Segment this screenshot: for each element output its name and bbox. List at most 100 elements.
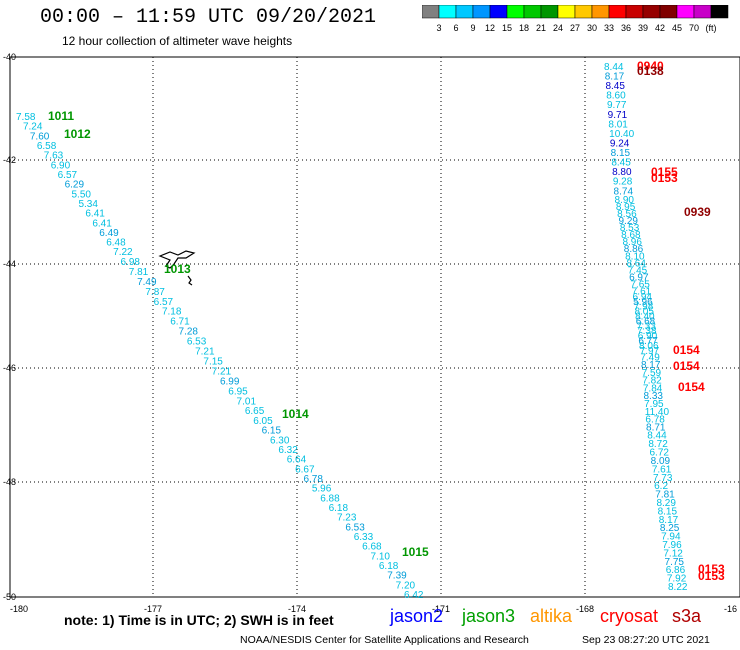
track-a-swh-value: 6.64	[287, 455, 307, 466]
longitude-label: -180	[10, 604, 28, 614]
track-b-swh-value: 6.78	[645, 415, 665, 426]
track-b-swh-value: 7.49	[640, 352, 660, 363]
track-b-swh-value: 7.45	[628, 265, 648, 276]
track-b-swh-value: 7.97	[640, 346, 660, 357]
track-b-swh-value: 7.95	[644, 399, 664, 410]
track-a-swh-value: 6.18	[329, 503, 349, 514]
track-b-swh-value: 7.33	[636, 321, 656, 332]
track-a-swh-value: 5.50	[72, 189, 92, 200]
track-a-swh-value: 6.15	[262, 426, 282, 437]
track-b-swh-value: 7.94	[661, 532, 681, 543]
track-a-swh-value: 6.65	[245, 406, 265, 417]
latitude-label: -44	[3, 259, 16, 269]
legend-swatch	[710, 5, 729, 19]
track-a-swh-value: 6.32	[278, 445, 298, 456]
page-title: 00:00 – 11:59 UTC 09/20/2021	[40, 6, 377, 29]
longitude-label: -177	[144, 604, 162, 614]
track-b-swh-value: 8.17	[641, 360, 661, 371]
track-a-swh-value: 7.60	[30, 131, 50, 142]
track-b-swh-value: 8.56	[617, 209, 637, 220]
track-a-swh-value: 6.57	[58, 170, 78, 181]
track-b-swh-value: 9.29	[619, 216, 639, 227]
track-a-swh-value: 7.20	[396, 580, 416, 591]
track-b-swh-value: 6.86	[666, 565, 686, 576]
generated-timestamp: Sep 23 08:27:20 UTC 2021	[582, 634, 710, 646]
longitude-label: -168	[576, 604, 594, 614]
track-a-swh-value: 6.78	[303, 474, 323, 485]
track-a-swh-value: 7.21	[195, 347, 215, 358]
track-a-swh-value: 7.15	[203, 356, 223, 367]
satellite-legend-s3a: s3a	[672, 606, 702, 626]
island-coastline	[158, 250, 196, 286]
track-a-swh-value: 6.99	[220, 376, 240, 387]
satellite-legend-cryosat: cryosat	[600, 606, 659, 626]
track-b-swh-value: 6.90	[638, 331, 658, 342]
track-a-time-label: 1012	[64, 127, 91, 141]
track-b-swh-value: 6.68	[636, 316, 656, 327]
track-b-swh-value: 8.22	[668, 582, 688, 593]
track-a-swh-value: 6.68	[362, 542, 382, 553]
legend-label: 42	[655, 23, 665, 33]
color-scale-legend: 3 6 9 12 15 18 21 24 27 30 33 36 39 42 45 70 (ft)	[422, 5, 729, 33]
track-b-swh-value: 7.92	[667, 574, 687, 585]
track-a-swh-value: 6.41	[92, 218, 112, 229]
track-a-swh-value: 6.42	[404, 590, 424, 601]
track-b-swh-value: 6.97	[629, 272, 649, 283]
track-a-swh-value: 6.53	[345, 522, 365, 533]
track-a-swh-value: 7.28	[179, 327, 199, 338]
satellite-legend-jason2: jason2	[390, 606, 444, 626]
legend-label: 18	[519, 23, 529, 33]
track-b-swh-value: 6.77	[638, 336, 658, 347]
track-a-swh-value: 6.53	[187, 337, 207, 348]
track-b-swh-value: 8.86	[624, 244, 644, 255]
track-b-swh-value: 8.33	[644, 391, 664, 402]
track-b-time-label: 0153	[651, 171, 678, 185]
track-b-swh-value: 8.71	[646, 422, 666, 433]
track-b-swh-value: 8.17	[605, 72, 625, 83]
track-a-swh-value: 7.21	[212, 366, 232, 377]
track-b-swh-value: 7.84	[643, 383, 663, 394]
track-b-swh-value: 8.60	[606, 91, 626, 102]
legend-label: 15	[502, 23, 512, 33]
track-a-swh-value: 6.98	[120, 257, 140, 268]
track-a-time-label: 1014	[282, 407, 309, 421]
track-b-swh-value: 7.59	[642, 368, 662, 379]
track-b-swh-value: 7.38	[637, 326, 657, 337]
track-b-swh-value: 8.45	[611, 158, 631, 169]
legend-label: 39	[638, 23, 648, 33]
track-b-swh-value: 8.74	[614, 186, 634, 197]
track-b-time-label: 0154	[673, 343, 700, 357]
track-b-swh-value: 8.40	[635, 312, 655, 323]
legend-label: 70	[689, 23, 699, 33]
track-b-swh-value: 8.44	[647, 431, 667, 442]
track-b-swh-value: 11.40	[645, 407, 670, 418]
track-a-time-label: 1015	[402, 545, 429, 559]
track-b-time-label: 0155	[651, 165, 678, 179]
legend-label: 27	[570, 23, 580, 33]
track-a-swh-value: 7.24	[23, 122, 43, 133]
track-b-swh-value: 7.81	[655, 490, 675, 501]
longitude-label: -174	[288, 604, 306, 614]
track-b-swh-value: 8.80	[612, 167, 632, 178]
track-b-swh-value: 7.75	[665, 557, 685, 568]
track-a-swh-value: 7.81	[129, 267, 149, 278]
track-b-swh-value: 8.68	[621, 230, 641, 241]
track-a-swh-value: 6.30	[270, 435, 290, 446]
track-a-swh-value: 7.58	[16, 112, 36, 123]
track-b-swh-value: 8.29	[656, 498, 676, 509]
track-b-swh-value: 8.95	[616, 202, 636, 213]
latitude-label: -42	[3, 155, 16, 165]
track-a-swh-value: 7.49	[137, 277, 157, 288]
track-b-swh-value: 7.61	[632, 287, 652, 298]
longitude-label: -171	[432, 604, 450, 614]
track-b-time-label: 0154	[673, 359, 700, 373]
track-b-swh-value: 8.09	[651, 456, 671, 467]
legend-label: 9	[470, 23, 475, 33]
track-b-swh-value: 8.72	[648, 439, 668, 450]
track-a-time-label: 1013	[164, 262, 191, 276]
track-a-swh-value: 7.10	[370, 551, 390, 562]
track-a-swh-value: 7.01	[237, 396, 257, 407]
units-note: note: 1) Time is in UTC; 2) SWH is in fe…	[64, 612, 334, 628]
track-b-swh-value: 7.98	[634, 302, 654, 313]
